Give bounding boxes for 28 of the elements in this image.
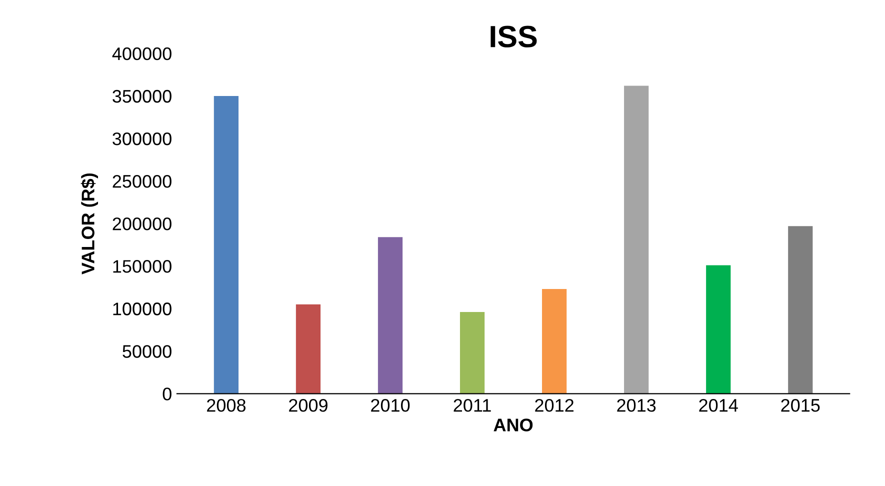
x-tick-label: 2011 [454, 399, 491, 412]
y-tick-label: 0 [162, 388, 172, 400]
y-tick-label: 150000 [113, 260, 172, 273]
bar [542, 289, 567, 394]
x-tick-label: 2012 [535, 399, 574, 412]
bar [788, 226, 813, 394]
x-tick-label: 2009 [289, 399, 328, 412]
chart-title: ISS [490, 26, 537, 48]
y-tick-label: 100000 [113, 302, 172, 316]
bar [624, 86, 649, 394]
y-axis-title: VALOR (R$) [80, 173, 98, 274]
bar [296, 304, 321, 394]
x-tick-label: 2010 [371, 399, 410, 412]
bar [460, 312, 485, 394]
y-tick-label: 350000 [112, 90, 172, 103]
x-tick-label: 2013 [617, 399, 656, 412]
bar [706, 265, 731, 394]
x-tick-label: 2015 [781, 399, 820, 412]
x-axis-title: ANO [494, 418, 533, 432]
y-tick-label: 250000 [112, 174, 172, 188]
y-tick-label: 200000 [112, 217, 172, 230]
bar [214, 96, 239, 394]
bar [378, 237, 403, 394]
x-tick-label: 2014 [699, 399, 738, 412]
y-tick-label: 400000 [112, 47, 172, 60]
y-tick-label: 50000 [122, 345, 172, 358]
x-tick-label: 2008 [207, 399, 246, 412]
y-tick-label: 300000 [112, 132, 172, 146]
